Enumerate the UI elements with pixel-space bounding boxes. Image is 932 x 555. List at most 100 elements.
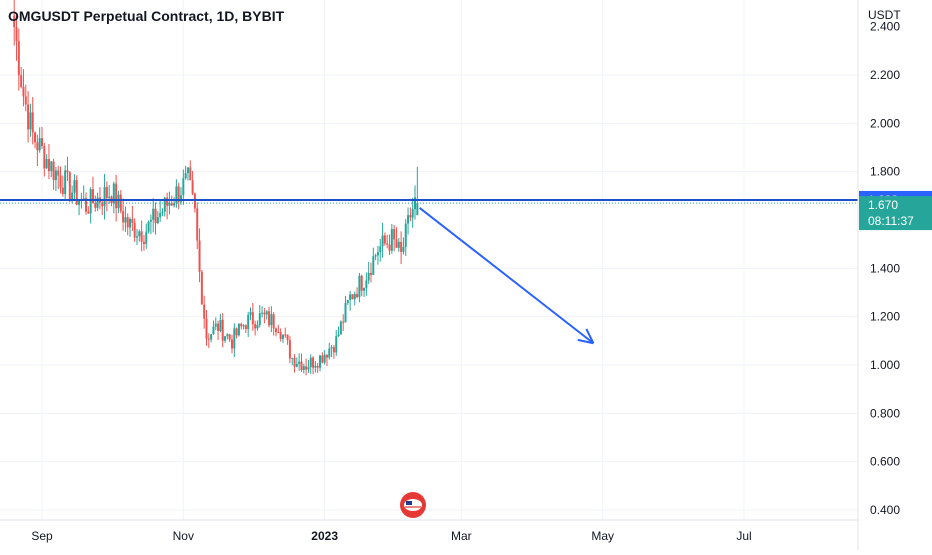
- candle-body: [205, 318, 208, 339]
- candle-body: [261, 312, 264, 314]
- candle-body: [407, 215, 410, 224]
- candle-body: [47, 159, 50, 172]
- candle-body: [126, 217, 129, 228]
- candle-body: [323, 354, 326, 363]
- candle-body: [108, 196, 111, 198]
- candle-body: [133, 222, 136, 238]
- candle-body: [73, 180, 76, 193]
- candle-body: [272, 314, 275, 329]
- candle-body: [152, 208, 155, 220]
- candle-body: [277, 332, 280, 334]
- candle-body: [351, 294, 354, 300]
- candle-body: [131, 218, 134, 223]
- candle-body: [140, 231, 143, 242]
- candle-body: [64, 170, 67, 195]
- candle-body: [319, 355, 322, 368]
- candle-body: [196, 208, 199, 241]
- candle-body: [390, 229, 393, 251]
- arrow-annotation-line[interactable]: [419, 207, 595, 345]
- candle-body: [78, 200, 81, 205]
- candle-body: [358, 275, 361, 298]
- candle-body: [383, 235, 386, 244]
- candle-body: [154, 208, 157, 224]
- candle-body: [270, 314, 273, 326]
- candle-body: [309, 357, 312, 368]
- candle-body: [342, 321, 345, 323]
- candle-body: [101, 202, 104, 207]
- candle-body: [15, 27, 18, 42]
- candle-body: [258, 313, 261, 326]
- flag-logo-canton: [406, 501, 412, 505]
- candle-body: [224, 336, 227, 341]
- candle-body: [182, 178, 185, 196]
- candle-body: [38, 138, 41, 151]
- candle-body: [395, 239, 398, 248]
- candle-body: [61, 187, 64, 195]
- price-tick-label: 0.600: [870, 455, 900, 469]
- candle-body: [66, 170, 69, 173]
- candle-body: [115, 183, 118, 209]
- candle-body: [226, 334, 229, 337]
- candle-body: [332, 347, 335, 353]
- candle-body: [404, 223, 407, 248]
- candle-body: [89, 189, 92, 214]
- arrow-head-line: [585, 328, 595, 344]
- time-tick-label: 2023: [311, 529, 338, 543]
- candle-body: [20, 75, 23, 87]
- candle-body: [87, 211, 90, 214]
- candle-body: [344, 302, 347, 323]
- candle-body: [59, 175, 62, 188]
- candle-body: [156, 217, 159, 224]
- candle-body: [284, 334, 287, 336]
- candle-body: [210, 334, 213, 340]
- candle-body: [295, 363, 298, 367]
- candle-body: [288, 340, 291, 359]
- time-tick-label: Nov: [173, 529, 194, 543]
- candle-body: [142, 241, 145, 244]
- candle-body: [268, 311, 271, 326]
- candle-body: [409, 215, 412, 218]
- price-tick-label: 2.200: [870, 68, 900, 82]
- candle-body: [112, 183, 115, 204]
- candle-body: [233, 328, 236, 349]
- candle-body: [147, 221, 150, 232]
- candle-body: [94, 203, 97, 208]
- candle-body: [381, 235, 384, 247]
- price-tick-label: 1.800: [870, 165, 900, 179]
- price-tick-label: 0.400: [870, 503, 900, 517]
- time-tick-label: Mar: [451, 529, 472, 543]
- candle-body: [159, 212, 162, 218]
- candle-body: [235, 328, 238, 336]
- candle-body: [302, 366, 305, 371]
- candle-body: [219, 319, 222, 331]
- candle-body: [129, 218, 132, 228]
- candle-body: [353, 293, 356, 300]
- candle-body: [122, 211, 125, 223]
- time-tick-label: Jul: [736, 529, 751, 543]
- price-tick-label-partial: 2.400: [870, 20, 900, 34]
- chart-title: OMGUSDT Perpetual Contract, 1D, BYBIT: [8, 8, 285, 24]
- candle-body: [312, 357, 315, 368]
- last-price-label: 1.670: [868, 198, 898, 212]
- candle-body: [170, 203, 173, 206]
- candle-body: [388, 244, 391, 251]
- candle-body: [256, 325, 259, 329]
- candle-body: [230, 339, 233, 349]
- candle-body: [186, 167, 189, 174]
- candle-body: [212, 326, 215, 335]
- price-tick-label: 1.400: [870, 261, 900, 275]
- candle-body: [175, 186, 178, 204]
- candle-body: [82, 198, 85, 200]
- candle-body: [207, 338, 210, 340]
- candle-body: [173, 203, 176, 206]
- candle-body: [43, 146, 46, 169]
- candle-body: [168, 203, 171, 206]
- candle-body: [117, 194, 120, 209]
- candle-body: [85, 198, 88, 212]
- candle-body: [411, 209, 414, 218]
- candle-body: [305, 366, 308, 370]
- price-tick-label: 1.000: [870, 358, 900, 372]
- candle-body: [249, 312, 252, 315]
